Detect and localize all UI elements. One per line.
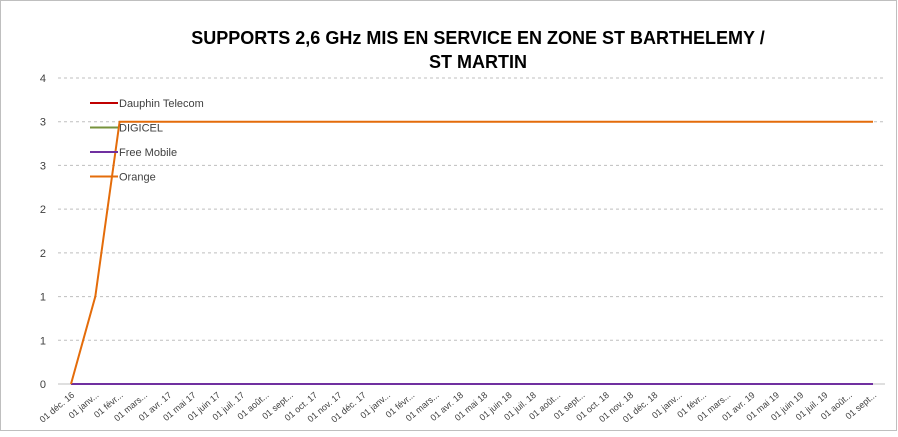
y-tick-label: 2 xyxy=(40,248,46,260)
y-tick-label: 0 xyxy=(40,379,46,391)
legend-label: Orange xyxy=(119,172,156,184)
y-tick-label: 1 xyxy=(40,292,46,304)
y-tick-label: 1 xyxy=(40,335,46,347)
y-tick-label: 3 xyxy=(40,160,46,172)
y-tick-label: 4 xyxy=(40,73,46,85)
chart-title: SUPPORTS 2,6 GHz MIS EN SERVICE EN ZONE … xyxy=(191,28,764,48)
legend-label: Dauphin Telecom xyxy=(119,98,204,110)
y-tick-label: 2 xyxy=(40,204,46,216)
legend-label: Free Mobile xyxy=(119,147,177,159)
series-line xyxy=(70,120,873,385)
y-tick-label: 3 xyxy=(40,117,46,129)
chart-title: ST MARTIN xyxy=(429,52,527,72)
legend-label: DIGICEL xyxy=(119,123,163,135)
